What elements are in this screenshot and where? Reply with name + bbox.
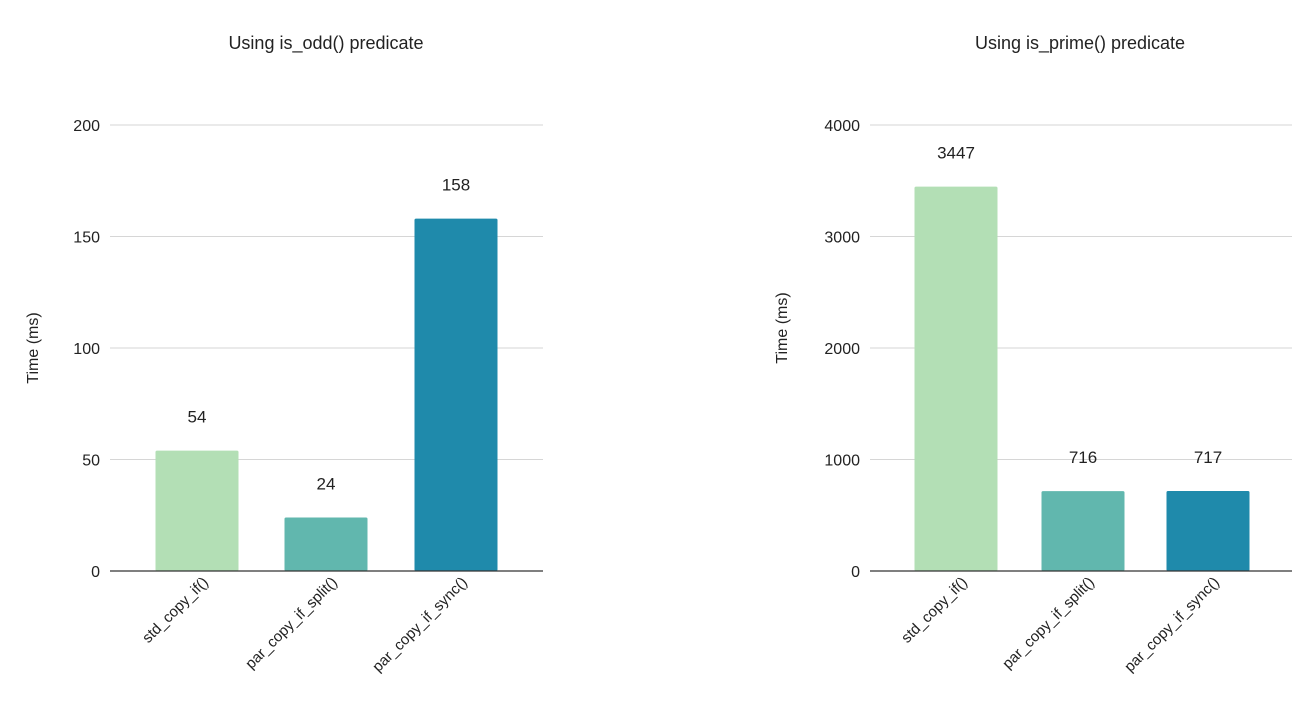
chart-2-y-axis-label: Time (ms) — [774, 292, 791, 363]
x-tick-label: par_copy_if_split() — [242, 574, 341, 673]
chart-2: Using is_prime() predicate Time (ms) 0 10… — [774, 33, 1292, 675]
y-tick-label: 2000 — [824, 341, 860, 358]
bar — [1166, 491, 1250, 571]
x-tick-label: par_copy_if_sync() — [369, 574, 471, 676]
x-tick-label: par_copy_if_sync() — [1121, 574, 1223, 676]
chart-2-title: Using is_prime() predicate — [975, 33, 1185, 54]
x-tick-label: std_copy_if() — [898, 574, 971, 647]
y-tick-label: 4000 — [824, 118, 860, 135]
data-label: 158 — [442, 176, 470, 195]
bar — [914, 186, 998, 572]
y-tick-label: 1000 — [824, 453, 860, 470]
chart-1-data-labels: 54 24 158 — [188, 176, 471, 494]
y-tick-label: 0 — [91, 564, 100, 581]
chart-1-bars — [155, 218, 498, 571]
data-label: 54 — [188, 408, 207, 427]
chart-1-y-ticks: 0 50 100 150 200 — [73, 118, 100, 581]
y-tick-label: 200 — [73, 118, 100, 135]
bar — [155, 450, 239, 571]
y-tick-label: 150 — [73, 230, 100, 247]
data-label: 717 — [1194, 448, 1222, 467]
chart-1-title: Using is_odd() predicate — [228, 33, 423, 54]
y-tick-label: 0 — [851, 564, 860, 581]
x-tick-label: std_copy_if() — [139, 574, 212, 647]
bar — [284, 517, 368, 571]
data-label: 716 — [1069, 448, 1097, 467]
bar — [1041, 491, 1125, 571]
y-tick-label: 3000 — [824, 230, 860, 247]
chart-2-data-labels: 3447 716 717 — [937, 144, 1222, 468]
data-label: 3447 — [937, 144, 975, 163]
chart-2-bars — [914, 186, 1250, 572]
chart-1: Using is_odd() predicate Time (ms) 0 50 10… — [25, 33, 543, 675]
chart-2-x-ticks: std_copy_if() par_copy_if_split() par_copy… — [898, 574, 1223, 676]
data-label: 24 — [317, 474, 336, 493]
bar — [414, 218, 498, 571]
x-tick-label: par_copy_if_split() — [999, 574, 1098, 673]
chart-1-y-axis-label: Time (ms) — [25, 312, 42, 383]
y-tick-label: 50 — [82, 453, 100, 470]
chart-2-y-ticks: 0 1000 2000 3000 4000 — [824, 118, 860, 581]
y-tick-label: 100 — [73, 341, 100, 358]
chart-1-x-ticks: std_copy_if() par_copy_if_split() par_copy… — [139, 574, 471, 676]
